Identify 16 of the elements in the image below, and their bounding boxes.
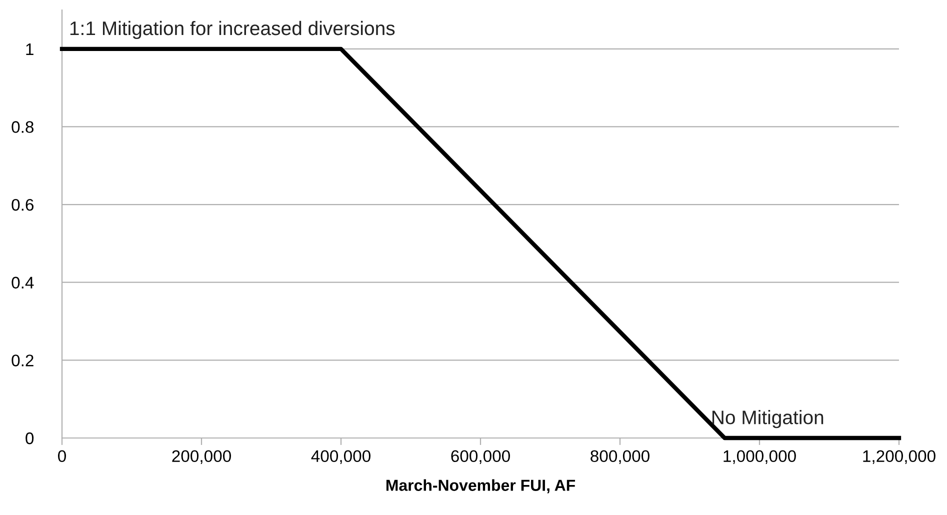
x-tick-label: 600,000 xyxy=(451,450,510,464)
y-tick-label: 0.6 xyxy=(12,198,34,211)
x-tick-label: 0 xyxy=(58,450,66,462)
annotation: No Mitigation xyxy=(712,410,824,428)
x-tick-label: 1,200,000 xyxy=(863,450,936,464)
y-tick-label: 0 xyxy=(26,432,34,444)
x-tick-label: 1,000,000 xyxy=(724,450,796,464)
y-tick-label: 1 xyxy=(26,43,34,55)
annotation: 1:1 Mitigation for increased diversions xyxy=(70,20,395,40)
x-tick-label: 800,000 xyxy=(590,450,650,464)
y-tick-label: 0.2 xyxy=(12,354,34,366)
x-tick-label: 400,000 xyxy=(311,450,370,464)
x-tick-label: 200,000 xyxy=(172,450,231,464)
y-tick-label: 0.8 xyxy=(12,121,34,133)
x-axis-title: March-November FUI, AF xyxy=(386,479,576,494)
y-tick-label: 0.4 xyxy=(12,276,34,289)
